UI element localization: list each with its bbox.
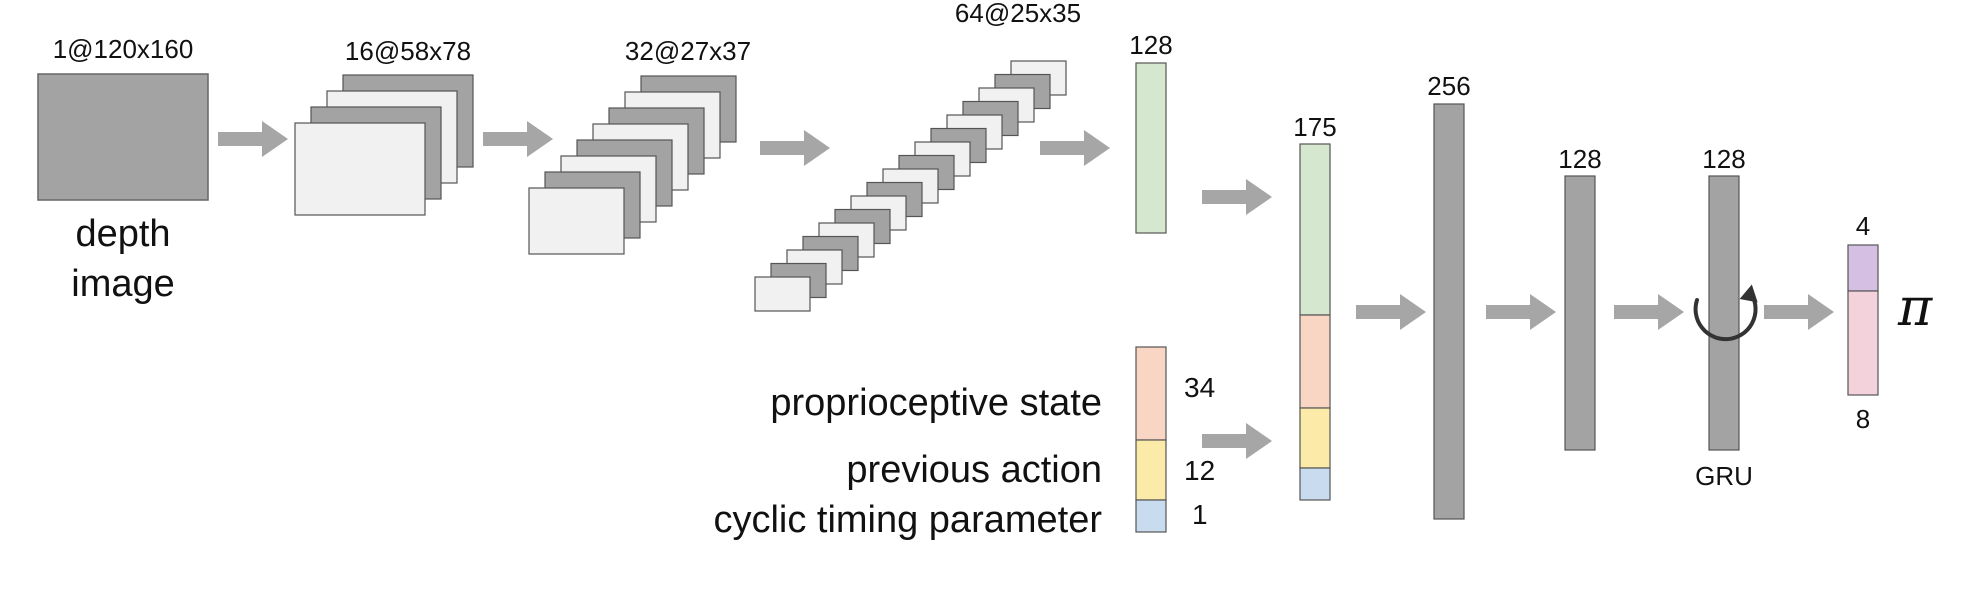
gru-label: GRU — [1695, 461, 1753, 491]
input-dims-label: 1@120x160 — [53, 34, 194, 64]
cyclic-timing-size: 1 — [1192, 499, 1208, 530]
output-bottom-size-label: 8 — [1856, 404, 1870, 434]
output-bottom-segment — [1847, 290, 1879, 396]
vision-feature-vector — [1135, 62, 1167, 234]
arrow-conv3-to-feature — [1040, 130, 1110, 166]
output-top-size-label: 4 — [1856, 211, 1870, 241]
arrow-gru-to-output — [1764, 294, 1834, 330]
recurrence-loop-icon — [1693, 284, 1758, 342]
gru-size-label: 128 — [1702, 144, 1745, 174]
mlp-layer-256 — [1433, 103, 1465, 520]
mlp1-size-label: 256 — [1427, 71, 1470, 101]
policy-symbol: π — [1897, 278, 1933, 338]
proprioceptive-state-label: proprioceptive state — [770, 382, 1102, 424]
conv1-feature-maps — [294, 74, 474, 216]
conv2-map — [528, 187, 625, 255]
output-top-segment — [1847, 244, 1879, 292]
arrow-mlp1-to-mlp2 — [1486, 294, 1556, 330]
gru-layer — [1708, 175, 1740, 451]
concat-segment-vision — [1299, 143, 1331, 316]
concat-segment-action — [1299, 407, 1331, 469]
concat-segment-proprio — [1299, 314, 1331, 409]
concat-segment-timing — [1299, 467, 1331, 501]
arrow-extra-to-concat — [1202, 423, 1272, 459]
cyclic-timing-block — [1135, 499, 1167, 533]
conv1-map — [294, 122, 426, 216]
arrow-mlp2-to-gru — [1614, 294, 1684, 330]
conv1-dims-label: 16@58x78 — [345, 36, 471, 66]
proprioceptive-state-block — [1135, 346, 1167, 441]
vision-feature-size-label: 128 — [1129, 30, 1172, 60]
mlp-layer-128 — [1564, 175, 1596, 451]
previous-action-label: previous action — [846, 449, 1102, 491]
proprioceptive-state-size: 34 — [1184, 372, 1215, 403]
conv3-map — [754, 276, 811, 312]
arrow-concat-to-mlp1 — [1356, 294, 1426, 330]
arrow-conv1-to-conv2 — [483, 121, 553, 157]
conv2-dims-label: 32@27x37 — [625, 36, 751, 66]
arrow-feature-to-concat — [1202, 179, 1272, 215]
conv3-dims-label: 64@25x35 — [955, 0, 1081, 28]
input-caption-line2: image — [71, 263, 175, 305]
arrow-conv2-to-conv3 — [760, 130, 830, 166]
previous-action-size: 12 — [1184, 455, 1215, 486]
mlp2-size-label: 128 — [1558, 144, 1601, 174]
conv3-feature-maps — [754, 60, 1067, 312]
conv2-feature-maps — [528, 75, 737, 255]
input-caption-line1: depth — [75, 213, 170, 255]
arrow-input-to-conv1 — [218, 121, 288, 157]
cyclic-timing-label: cyclic timing parameter — [713, 499, 1102, 541]
concat-size-label: 175 — [1293, 112, 1336, 142]
depth-image-block — [37, 73, 209, 201]
previous-action-block — [1135, 439, 1167, 501]
